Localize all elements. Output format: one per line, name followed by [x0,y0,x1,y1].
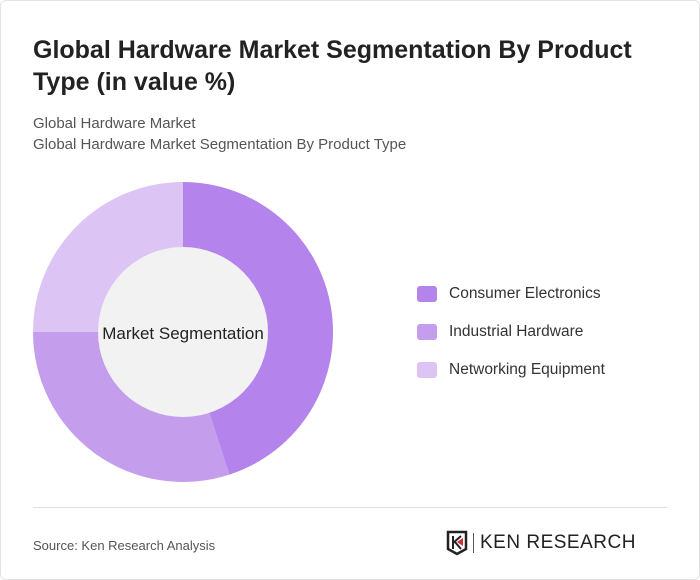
logo-shield-icon [446,530,468,556]
chart-title: Global Hardware Market Segmentation By P… [33,36,632,96]
legend-swatch [417,362,437,378]
logo-text: KEN RESEARCH [480,532,636,553]
donut-hole [98,247,268,417]
logo-separator [473,533,474,553]
legend-item: Networking Equipment [417,360,605,380]
center-label: Market Segmentation [102,324,264,343]
source-note: Source: Ken Research Analysis [33,538,216,553]
legend-item: Industrial Hardware [417,322,605,342]
legend-label: Networking Equipment [449,361,605,378]
donut-chart: Market Segmentation [33,182,334,483]
chart-subtitle: Global Hardware Market [33,115,196,132]
legend-label: Consumer Electronics [449,285,601,302]
divider [33,507,667,508]
legend-swatch [417,286,437,302]
legend-item: Consumer Electronics [417,284,605,304]
legend-swatch [417,324,437,340]
legend: Consumer Electronics Industrial Hardware… [417,284,605,398]
ken-research-logo: KEN RESEARCH [446,530,636,556]
legend-label: Industrial Hardware [449,323,584,340]
chart-subtitle-2: Global Hardware Market Segmentation By P… [33,136,407,153]
